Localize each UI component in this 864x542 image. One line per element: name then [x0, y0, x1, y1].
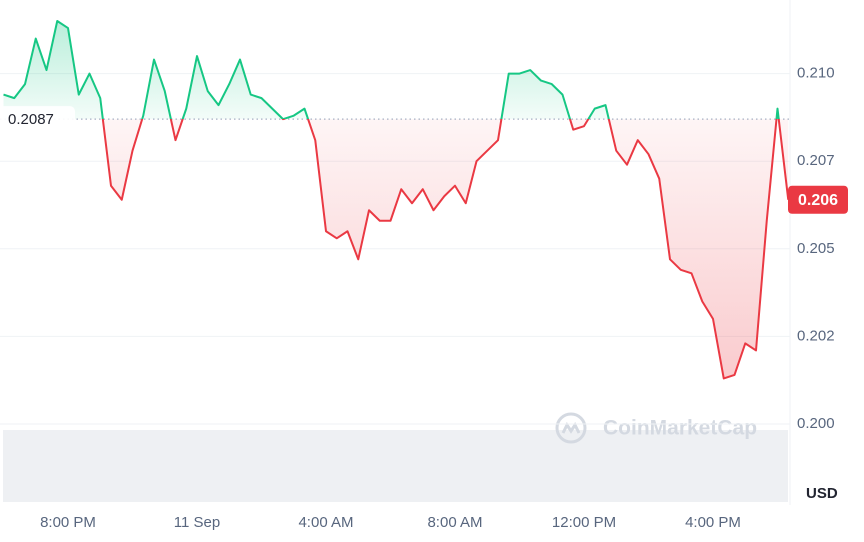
- x-tick-label: 8:00 AM: [427, 514, 482, 531]
- x-tick-label: 8:00 PM: [40, 514, 96, 531]
- watermark: CoinMarketCap: [555, 412, 757, 444]
- price-area: [3, 21, 789, 379]
- y-tick-label: 0.210: [797, 65, 835, 82]
- watermark-text: CoinMarketCap: [603, 417, 757, 440]
- x-tick-label: 4:00 AM: [298, 514, 353, 531]
- unit-label: USD: [806, 485, 838, 502]
- y-tick-label: 0.202: [797, 327, 835, 344]
- y-tick-label: 0.207: [797, 152, 835, 169]
- price-line: [3, 20, 790, 380]
- baseline-label-box: [0, 106, 75, 133]
- y-tick-label: 0.205: [797, 240, 835, 257]
- x-tick-label: 4:00 PM: [685, 514, 741, 531]
- y-tick-label: 0.200: [797, 415, 835, 432]
- x-tick-label: 11 Sep: [174, 514, 220, 531]
- price-badge: [788, 185, 848, 214]
- x-tick-label: 12:00 PM: [552, 514, 616, 531]
- volume-area: [3, 430, 788, 502]
- baseline-label: 0.2087: [8, 111, 54, 128]
- price-badge-label: 0.206: [798, 192, 838, 209]
